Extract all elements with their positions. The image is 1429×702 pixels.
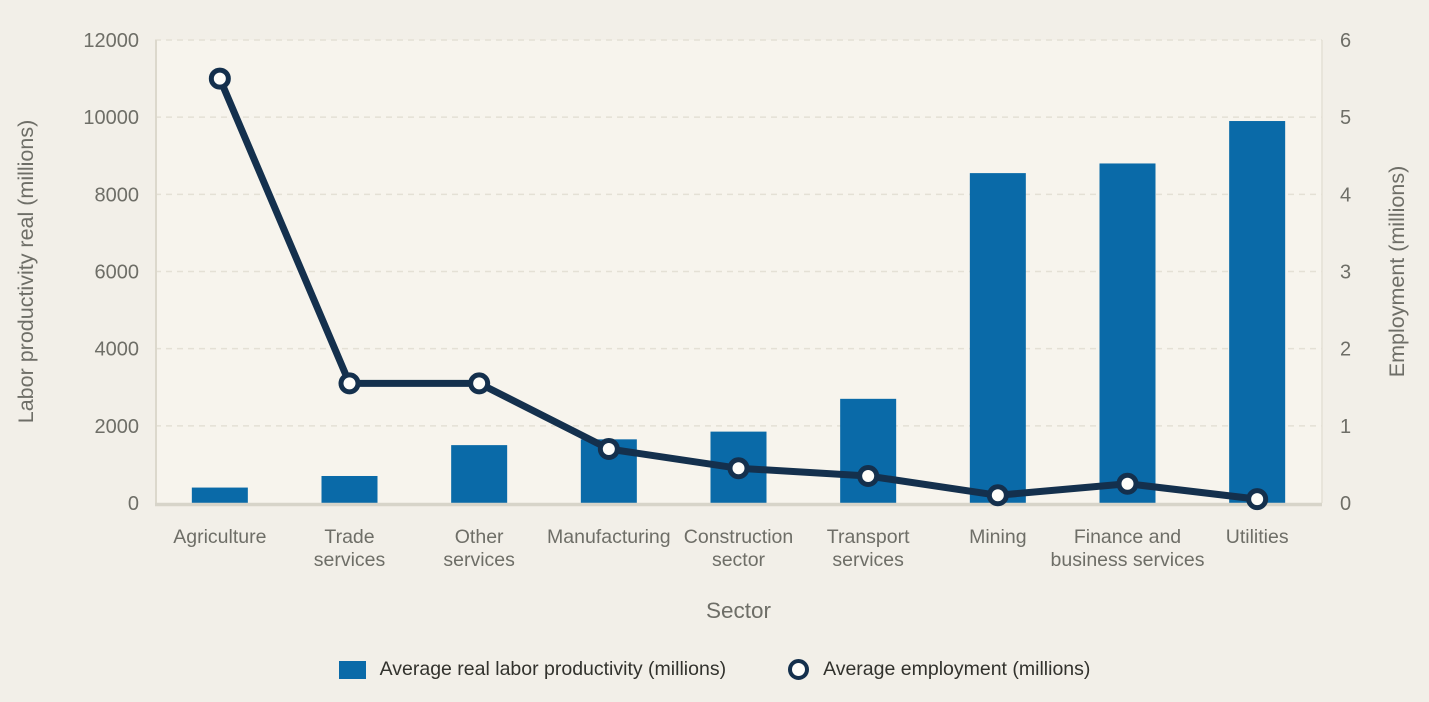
line-marker-manufacturing (597, 437, 620, 460)
legend-item-employment: Average employment (millions) (788, 658, 1090, 681)
y-tick-right: 3 (1340, 262, 1351, 284)
x-category-label: Finance and (1074, 526, 1181, 548)
line-marker-trade-services (338, 372, 361, 395)
bar-utilities (1229, 121, 1286, 504)
bar-other-services (451, 445, 508, 503)
line-series-marker-icon (788, 659, 810, 680)
line-marker-other-services (468, 372, 491, 395)
bar-mining (969, 173, 1026, 504)
legend-item-productivity: Average real labor productivity (million… (338, 658, 727, 681)
x-category-label: sector (712, 549, 766, 571)
bar-agriculture (191, 487, 248, 503)
y-tick-right: 2 (1340, 339, 1351, 361)
legend-label-employment: Average employment (millions) (823, 658, 1091, 680)
y-tick-right: 0 (1340, 493, 1351, 515)
y-tick-left: 10000 (83, 107, 139, 129)
y-tick-right: 4 (1340, 184, 1351, 206)
y-tick-left: 0 (128, 493, 139, 515)
y-axis-title-left: Labor productivity real (millions) (14, 120, 38, 424)
x-category-label: Manufacturing (547, 526, 671, 548)
line-marker-construction-sector (727, 457, 750, 480)
x-category-label: Mining (969, 526, 1026, 548)
x-category-label: Other (455, 526, 504, 548)
x-category-label: Trade (324, 526, 374, 548)
x-category-label: Utilities (1226, 526, 1289, 548)
y-tick-left: 8000 (95, 184, 140, 206)
y-tick-left: 12000 (83, 30, 139, 52)
y-tick-left: 4000 (95, 339, 140, 361)
x-axis-title: Sector (706, 598, 772, 623)
x-category-label: services (443, 549, 515, 571)
line-marker-transport-services (857, 464, 880, 487)
x-category-label: Construction (684, 526, 793, 548)
y-tick-left: 6000 (95, 262, 140, 284)
line-marker-utilities (1246, 488, 1269, 511)
bar-series-swatch-icon (338, 660, 366, 679)
x-category-label: business services (1051, 549, 1205, 571)
chart-legend: Average real labor productivity (million… (0, 658, 1429, 681)
y-tick-right: 1 (1340, 416, 1351, 438)
line-marker-finance-and-business-services (1116, 472, 1139, 495)
x-category-label: services (832, 549, 904, 571)
bar-transport-services (840, 398, 897, 503)
y-tick-right: 5 (1340, 107, 1351, 129)
bar-trade-services (321, 475, 378, 503)
y-axis-title-right: Employment (millions) (1385, 166, 1409, 377)
x-category-label: Transport (827, 526, 910, 548)
y-tick-right: 6 (1340, 30, 1351, 52)
line-marker-mining (986, 484, 1009, 507)
x-category-label: services (314, 549, 386, 571)
bar-finance-and-business-services (1099, 163, 1156, 503)
legend-label-productivity: Average real labor productivity (million… (379, 658, 727, 680)
x-category-label: Agriculture (173, 526, 266, 548)
y-tick-left: 2000 (95, 416, 140, 438)
line-marker-agriculture (208, 67, 231, 90)
